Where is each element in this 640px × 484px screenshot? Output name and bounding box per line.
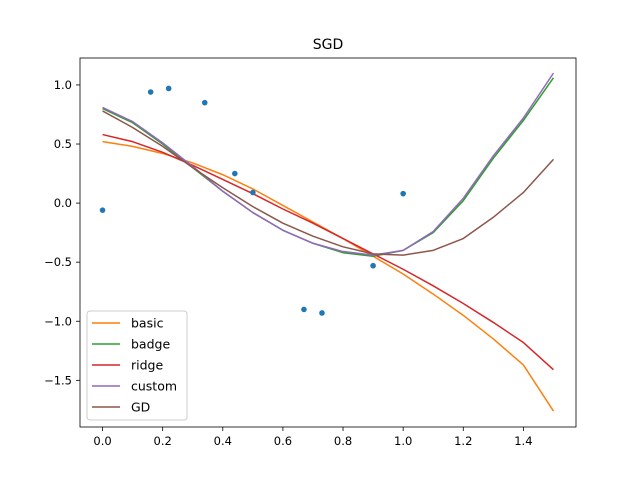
legend-box: [86, 310, 188, 421]
y-tick-label: 0.5: [54, 137, 72, 151]
x-tick-label: 0.0: [93, 434, 111, 448]
y-tick-label: −0.5: [44, 255, 72, 269]
scatter-point: [147, 89, 154, 95]
x-tick-label: 0.4: [214, 434, 232, 448]
x-tick-label: 0.2: [154, 434, 172, 448]
x-tick-label: 1.2: [454, 434, 472, 448]
scatter-point: [370, 262, 376, 269]
y-tick-label: −1.0: [44, 314, 72, 328]
legend-label-basic: basic: [131, 316, 164, 331]
legend-label-gd: GD: [131, 400, 150, 415]
scatter-point: [301, 306, 307, 313]
scatter-point: [319, 310, 325, 316]
scatter-point: [201, 99, 208, 106]
scatter-point: [232, 170, 238, 177]
series-line-ridge: [102, 133, 554, 371]
scatter-point: [250, 189, 256, 196]
series-line-gd: [102, 110, 555, 256]
scatter-point: [165, 85, 172, 92]
x-tick-label: 1.0: [394, 434, 412, 448]
plot-layer: 0.0 0.2 0.4 0.6 0.8 1.0 1.2 1.4 −1.5 −1.0 −0.5 0.0 0…: [44, 57, 577, 448]
series-lines: [102, 72, 555, 412]
axes-frame: [79, 57, 577, 428]
scatter-point: [99, 207, 106, 213]
y-tick-label: −1.5: [44, 373, 72, 387]
legend: basic badge ridge custom GD: [86, 310, 188, 421]
x-tick-label: 1.4: [514, 434, 532, 448]
chart-title: SGD: [313, 37, 344, 53]
series-line-custom: [102, 72, 555, 256]
y-tick-label: 1.0: [54, 78, 72, 92]
legend-label-ridge: ridge: [131, 358, 163, 373]
legend-label-badge: badge: [131, 337, 170, 352]
scatter-points: [99, 85, 406, 316]
x-tick-label: 0.8: [334, 434, 352, 448]
x-tick-label: 0.6: [274, 434, 292, 448]
scatter-point: [400, 190, 406, 197]
y-tick-label: 0.0: [54, 196, 72, 210]
legend-label-custom: custom: [131, 379, 177, 394]
